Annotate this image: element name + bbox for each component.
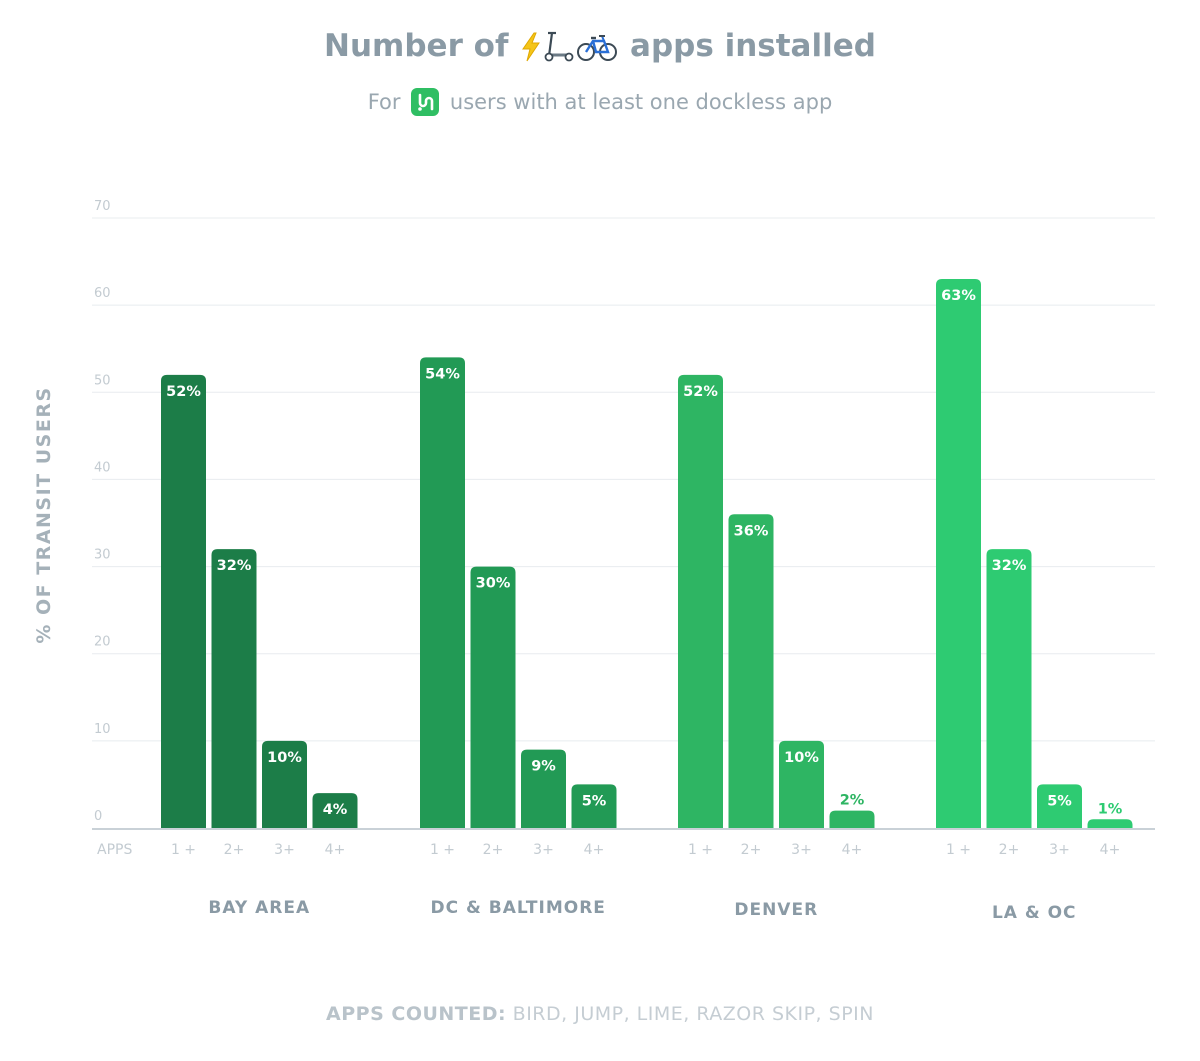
bar: [728, 514, 774, 828]
x-tick-label: 2+: [224, 842, 245, 858]
data-label: 54%: [425, 366, 460, 382]
y-tick-label: 40: [94, 460, 111, 475]
data-label: 63%: [941, 288, 976, 304]
bar: [1087, 819, 1133, 828]
bar: [936, 279, 981, 828]
footer-note: APPS COUNTED: BIRD, JUMP, LIME, RAZOR SK…: [0, 1003, 1200, 1025]
subtitle-text-after: users with at least one dockless app: [449, 90, 833, 114]
data-label: 4%: [323, 802, 348, 818]
bar: [211, 549, 257, 828]
y-tick-label: 50: [94, 373, 111, 388]
group-label: DENVER: [734, 900, 818, 920]
bar: [571, 784, 617, 828]
x-tick-label: 1 +: [171, 842, 196, 858]
y-tick-label: 10: [94, 722, 111, 737]
x-tick-label: 4+: [325, 842, 346, 858]
x-tick-label: 3+: [274, 842, 295, 858]
data-label: 10%: [784, 750, 819, 766]
x-tick-label: 1 +: [430, 842, 455, 858]
group-label: DC & BALTIMORE: [431, 898, 606, 918]
data-label: 52%: [683, 384, 718, 400]
group-label: LA & OC: [992, 903, 1077, 923]
title-text-after: apps installed: [630, 28, 876, 64]
axis-labels: 0 10 20 30 40 50 60 70 APPS 52% 1 + 32% 2+ 10% 3+ 4% 4+ B…: [94, 199, 1123, 923]
data-label: 32%: [217, 558, 252, 574]
data-label: 32%: [992, 558, 1027, 574]
kick-scooter-emoji-icon: [544, 30, 574, 66]
data-label: 5%: [1047, 793, 1072, 809]
y-tick-label: 70: [94, 199, 111, 214]
bar: [521, 749, 566, 828]
y-axis-title: % OF TRANSIT USERS: [33, 386, 55, 643]
data-label: 30%: [476, 576, 511, 592]
bar: [829, 810, 875, 828]
x-tick-label: 1 +: [688, 842, 713, 858]
bars: [161, 279, 1133, 828]
bar: [986, 549, 1032, 828]
footer-apps-list: BIRD, JUMP, LIME, RAZOR SKIP, SPIN: [512, 1003, 874, 1025]
data-label: 1%: [1098, 801, 1123, 817]
bicycle-emoji-icon: [576, 30, 618, 66]
bar: [779, 740, 824, 828]
data-label: 9%: [531, 759, 556, 775]
data-label: 52%: [166, 384, 201, 400]
x-tick-label: 4+: [842, 842, 863, 858]
data-label: 2%: [840, 793, 865, 809]
chart-title: Number of apps installed: [0, 28, 1200, 66]
y-tick-label: 20: [94, 635, 111, 650]
group-label: BAY AREA: [208, 898, 310, 918]
title-text-before: Number of: [324, 28, 509, 64]
x-tick-label: 4+: [1100, 842, 1121, 858]
x-tick-label: 1 +: [946, 842, 971, 858]
x-tick-label: 3+: [1049, 842, 1070, 858]
subtitle-text-before: For: [367, 90, 401, 114]
data-label: 36%: [734, 523, 769, 539]
x-tick-label: 2+: [741, 842, 762, 858]
x-tick-label: 2+: [999, 842, 1020, 858]
bar: [312, 793, 358, 828]
x-tick-label: 4+: [584, 842, 605, 858]
x-axis-apps-label: APPS: [97, 842, 132, 858]
chart-subtitle: For users with at least one dockless app: [0, 88, 1200, 116]
bar: [420, 357, 465, 828]
bar: [161, 374, 206, 828]
x-tick-label: 3+: [533, 842, 554, 858]
bar: [678, 374, 723, 828]
y-tick-label: 0: [94, 809, 102, 824]
y-tick-label: 30: [94, 548, 111, 563]
bar: [262, 740, 307, 828]
x-tick-label: 2+: [483, 842, 504, 858]
data-label: 10%: [267, 750, 302, 766]
y-tick-label: 60: [94, 286, 111, 301]
bar: [1037, 784, 1082, 828]
data-label: 5%: [582, 793, 607, 809]
footer-label: APPS COUNTED:: [326, 1003, 507, 1025]
lightning-emoji-icon: [520, 30, 542, 66]
transit-app-logo-icon: [411, 88, 440, 116]
bar: [470, 566, 516, 828]
x-tick-label: 3+: [791, 842, 812, 858]
